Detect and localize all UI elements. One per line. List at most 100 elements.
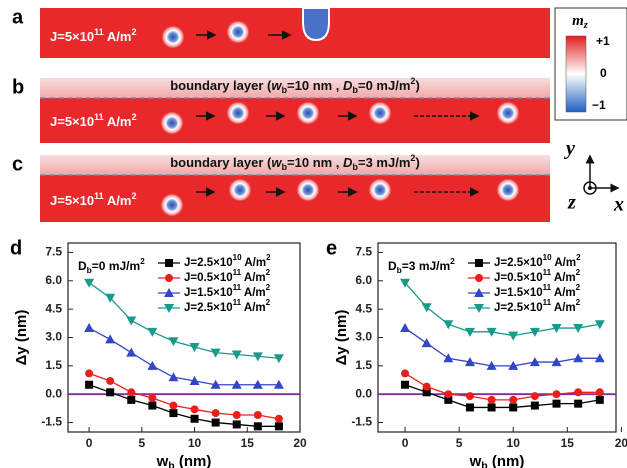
text-segment: A/m: [551, 272, 576, 284]
x-tick-label: 0: [86, 436, 93, 450]
legend-label: J=0.5×1011 A/m2: [494, 268, 581, 284]
panel-label: b: [12, 76, 24, 98]
x-axis-label: wb (nm): [156, 453, 212, 468]
text-segment: 11: [543, 268, 552, 277]
boundary-layer: [40, 155, 550, 175]
text-segment: ): [415, 155, 419, 170]
panel-label: e: [326, 237, 337, 259]
text-segment: A/m: [104, 114, 132, 129]
x-tick-label: 5: [456, 436, 463, 450]
text-segment: =0 mJ/m: [92, 259, 140, 273]
data-point: [551, 324, 562, 334]
data-point: [487, 403, 496, 412]
data-point: [464, 327, 475, 337]
text-segment: D: [343, 155, 353, 170]
text-segment: =3 mJ/m: [402, 259, 450, 273]
legend-label: J=2.5×1011 A/m2: [494, 298, 581, 314]
data-point: [106, 388, 115, 397]
series-line: [88, 327, 279, 386]
legend-marker: [164, 304, 174, 313]
x-tick-label: 10: [188, 436, 202, 450]
sim-strip: [40, 8, 550, 58]
data-point: [529, 327, 540, 337]
x-tick-label: 10: [507, 436, 521, 450]
panel-label: d: [10, 237, 22, 259]
data-point: [127, 388, 136, 397]
data-point: [508, 360, 519, 370]
data-point: [401, 380, 410, 389]
data-point: [443, 353, 454, 363]
data-point: [85, 369, 94, 378]
x-tick-label: 15: [561, 436, 575, 450]
text-segment: 2: [131, 191, 136, 201]
data-point: [421, 303, 432, 313]
text-segment: 11: [94, 191, 104, 201]
x-tick-label: 5: [138, 436, 145, 450]
colorbar-max: +1: [596, 34, 610, 48]
text-segment: A/m: [241, 302, 266, 314]
text-segment: ): [415, 78, 419, 93]
data-point: [400, 278, 411, 288]
legend-marker: [165, 259, 173, 267]
data-point: [274, 422, 283, 431]
text-segment: b: [87, 265, 92, 275]
text-segment: b: [397, 265, 402, 275]
data-point: [168, 372, 179, 382]
skyrmion: [496, 178, 520, 202]
text-segment: b: [352, 85, 358, 95]
text-segment: 11: [233, 283, 242, 292]
legend-marker: [164, 288, 174, 297]
text-segment: A/m: [241, 272, 266, 284]
legend-marker: [475, 259, 483, 267]
text-segment: A/m: [104, 193, 132, 208]
data-point: [529, 357, 540, 367]
data-point: [530, 401, 539, 410]
boundary-label: boundary layer (wb=10 nm , Db=0 mJ/m2): [170, 76, 420, 95]
data-point: [273, 354, 284, 364]
text-segment: A/m: [242, 257, 267, 269]
y-tick-label: 1.5: [45, 358, 62, 372]
text-segment: w: [469, 453, 482, 468]
data-point: [84, 278, 95, 288]
data-point: [574, 399, 583, 408]
data-point: [401, 369, 410, 378]
text-segment: J=2.5×10: [184, 302, 233, 314]
data-point: [126, 316, 137, 326]
series-line: [88, 384, 279, 427]
text-segment: b: [281, 85, 287, 95]
data-point: [190, 414, 199, 423]
data-point: [508, 331, 519, 341]
data-point: [252, 379, 263, 389]
text-segment: J=5×10: [50, 193, 94, 208]
data-point: [595, 388, 604, 397]
text-segment: J=2.5×10: [494, 257, 543, 269]
axis-label: z: [567, 192, 576, 214]
y-tick-label: 4.5: [355, 301, 372, 315]
data-point: [486, 327, 497, 337]
data-point: [210, 348, 221, 358]
legend-marker: [165, 274, 173, 282]
data-point: [169, 409, 178, 418]
skyrmion: [226, 20, 250, 44]
x-axis-label: wb (nm): [469, 453, 525, 468]
skyrmion: [160, 193, 184, 217]
text-segment: A/m: [104, 29, 132, 44]
x-tick-label: 0: [402, 436, 409, 450]
text-segment: boundary layer (: [170, 78, 272, 93]
legend-marker: [475, 274, 483, 282]
text-segment: (nm): [488, 453, 525, 468]
boundary-layer: [40, 78, 550, 98]
text-segment: 2: [131, 112, 136, 122]
data-point: [595, 395, 604, 404]
text-segment: J=1.5×10: [494, 287, 543, 299]
text-segment: 10: [233, 253, 242, 262]
text-segment: b: [481, 460, 487, 468]
y-tick-label: 0.0: [355, 386, 372, 400]
data-point: [85, 380, 94, 389]
current-label: J=5×1011 A/m2: [50, 191, 137, 208]
y-tick-label: 7.5: [355, 245, 372, 259]
series-line: [404, 372, 600, 401]
text-segment: D: [343, 78, 353, 93]
text-segment: w: [271, 155, 282, 170]
